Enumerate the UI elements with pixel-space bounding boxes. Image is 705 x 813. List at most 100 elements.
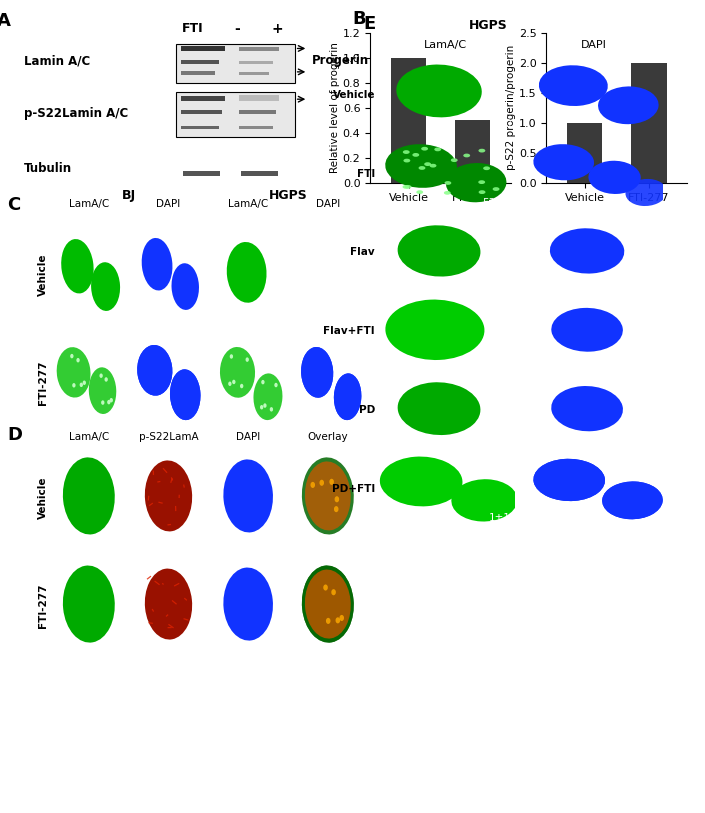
Circle shape	[493, 187, 500, 191]
Ellipse shape	[539, 65, 608, 106]
Circle shape	[478, 180, 485, 184]
Circle shape	[419, 166, 425, 170]
Text: Flav+FTI: Flav+FTI	[324, 326, 375, 337]
Circle shape	[82, 380, 86, 385]
Ellipse shape	[625, 179, 667, 206]
Circle shape	[324, 585, 328, 590]
Circle shape	[101, 400, 104, 405]
Ellipse shape	[63, 458, 115, 534]
Circle shape	[335, 496, 339, 502]
Ellipse shape	[301, 347, 333, 398]
Ellipse shape	[142, 238, 173, 290]
Ellipse shape	[145, 568, 192, 640]
Bar	[568, 123, 603, 183]
Ellipse shape	[380, 457, 462, 506]
Text: Tubulin: Tubulin	[24, 162, 72, 175]
Ellipse shape	[220, 347, 255, 398]
Text: p-S22Lamin A/C: p-S22Lamin A/C	[24, 107, 128, 120]
Bar	[181, 126, 219, 129]
Bar	[181, 72, 215, 75]
Ellipse shape	[334, 373, 362, 420]
Text: LamA/C: LamA/C	[68, 433, 109, 442]
Circle shape	[72, 383, 75, 388]
Text: -: -	[234, 22, 240, 36]
Circle shape	[450, 159, 458, 162]
Circle shape	[109, 398, 113, 402]
Circle shape	[416, 190, 423, 194]
Bar	[181, 60, 219, 64]
Circle shape	[228, 381, 231, 386]
Bar	[239, 110, 276, 114]
Ellipse shape	[334, 373, 362, 420]
Circle shape	[263, 403, 266, 408]
Circle shape	[479, 190, 486, 194]
Y-axis label: Relative level of progerin: Relative level of progerin	[330, 42, 340, 173]
Circle shape	[339, 615, 344, 621]
Text: DAPI: DAPI	[581, 40, 607, 50]
Ellipse shape	[89, 367, 116, 414]
Circle shape	[403, 159, 410, 163]
Circle shape	[424, 163, 431, 166]
Bar	[181, 110, 222, 114]
Circle shape	[326, 618, 331, 624]
Circle shape	[99, 373, 103, 378]
Circle shape	[326, 618, 331, 624]
Ellipse shape	[451, 479, 517, 521]
Ellipse shape	[302, 458, 354, 534]
Circle shape	[463, 154, 470, 158]
Ellipse shape	[398, 225, 481, 276]
Text: 0: 0	[504, 119, 510, 128]
Ellipse shape	[301, 347, 333, 398]
Text: 53±3: 53±3	[482, 198, 510, 207]
Circle shape	[70, 354, 73, 359]
Circle shape	[274, 383, 278, 387]
Circle shape	[403, 185, 410, 189]
Ellipse shape	[396, 64, 482, 117]
Ellipse shape	[551, 308, 623, 352]
Text: LamA/C: LamA/C	[228, 199, 269, 209]
Text: C: C	[7, 196, 20, 214]
Circle shape	[434, 147, 441, 151]
Circle shape	[107, 400, 111, 404]
Circle shape	[429, 163, 436, 167]
Circle shape	[240, 384, 243, 389]
Ellipse shape	[305, 570, 350, 638]
Circle shape	[80, 383, 83, 387]
Text: PD+FTI: PD+FTI	[332, 484, 375, 494]
Text: A: A	[0, 12, 11, 30]
Text: LamA/C: LamA/C	[424, 40, 467, 50]
Circle shape	[260, 405, 264, 410]
Text: PD: PD	[359, 405, 375, 415]
Ellipse shape	[589, 161, 641, 194]
Ellipse shape	[534, 459, 605, 501]
Text: FTI-277: FTI-277	[38, 584, 48, 628]
Ellipse shape	[137, 345, 172, 396]
Circle shape	[334, 506, 338, 512]
Ellipse shape	[171, 263, 199, 310]
Text: Vehicle: Vehicle	[38, 476, 48, 520]
Bar	[176, 44, 295, 83]
Text: 1±1: 1±1	[489, 513, 510, 523]
Bar	[239, 47, 279, 51]
Circle shape	[331, 589, 336, 595]
Ellipse shape	[446, 163, 506, 202]
Text: HGPS: HGPS	[469, 19, 508, 32]
Text: FTI: FTI	[357, 168, 375, 179]
Circle shape	[444, 191, 450, 195]
Bar	[391, 58, 427, 183]
Ellipse shape	[602, 481, 663, 520]
Bar	[239, 126, 273, 129]
Text: E: E	[363, 15, 375, 33]
Bar	[239, 60, 273, 64]
Text: 0: 0	[504, 434, 510, 444]
Ellipse shape	[305, 462, 350, 530]
Circle shape	[336, 617, 340, 624]
Ellipse shape	[534, 144, 594, 180]
Circle shape	[270, 407, 273, 411]
Text: B: B	[352, 11, 366, 28]
Bar	[239, 72, 269, 75]
Text: LamA/C: LamA/C	[68, 199, 109, 209]
Circle shape	[421, 147, 428, 150]
Circle shape	[262, 380, 264, 385]
Circle shape	[405, 185, 411, 189]
